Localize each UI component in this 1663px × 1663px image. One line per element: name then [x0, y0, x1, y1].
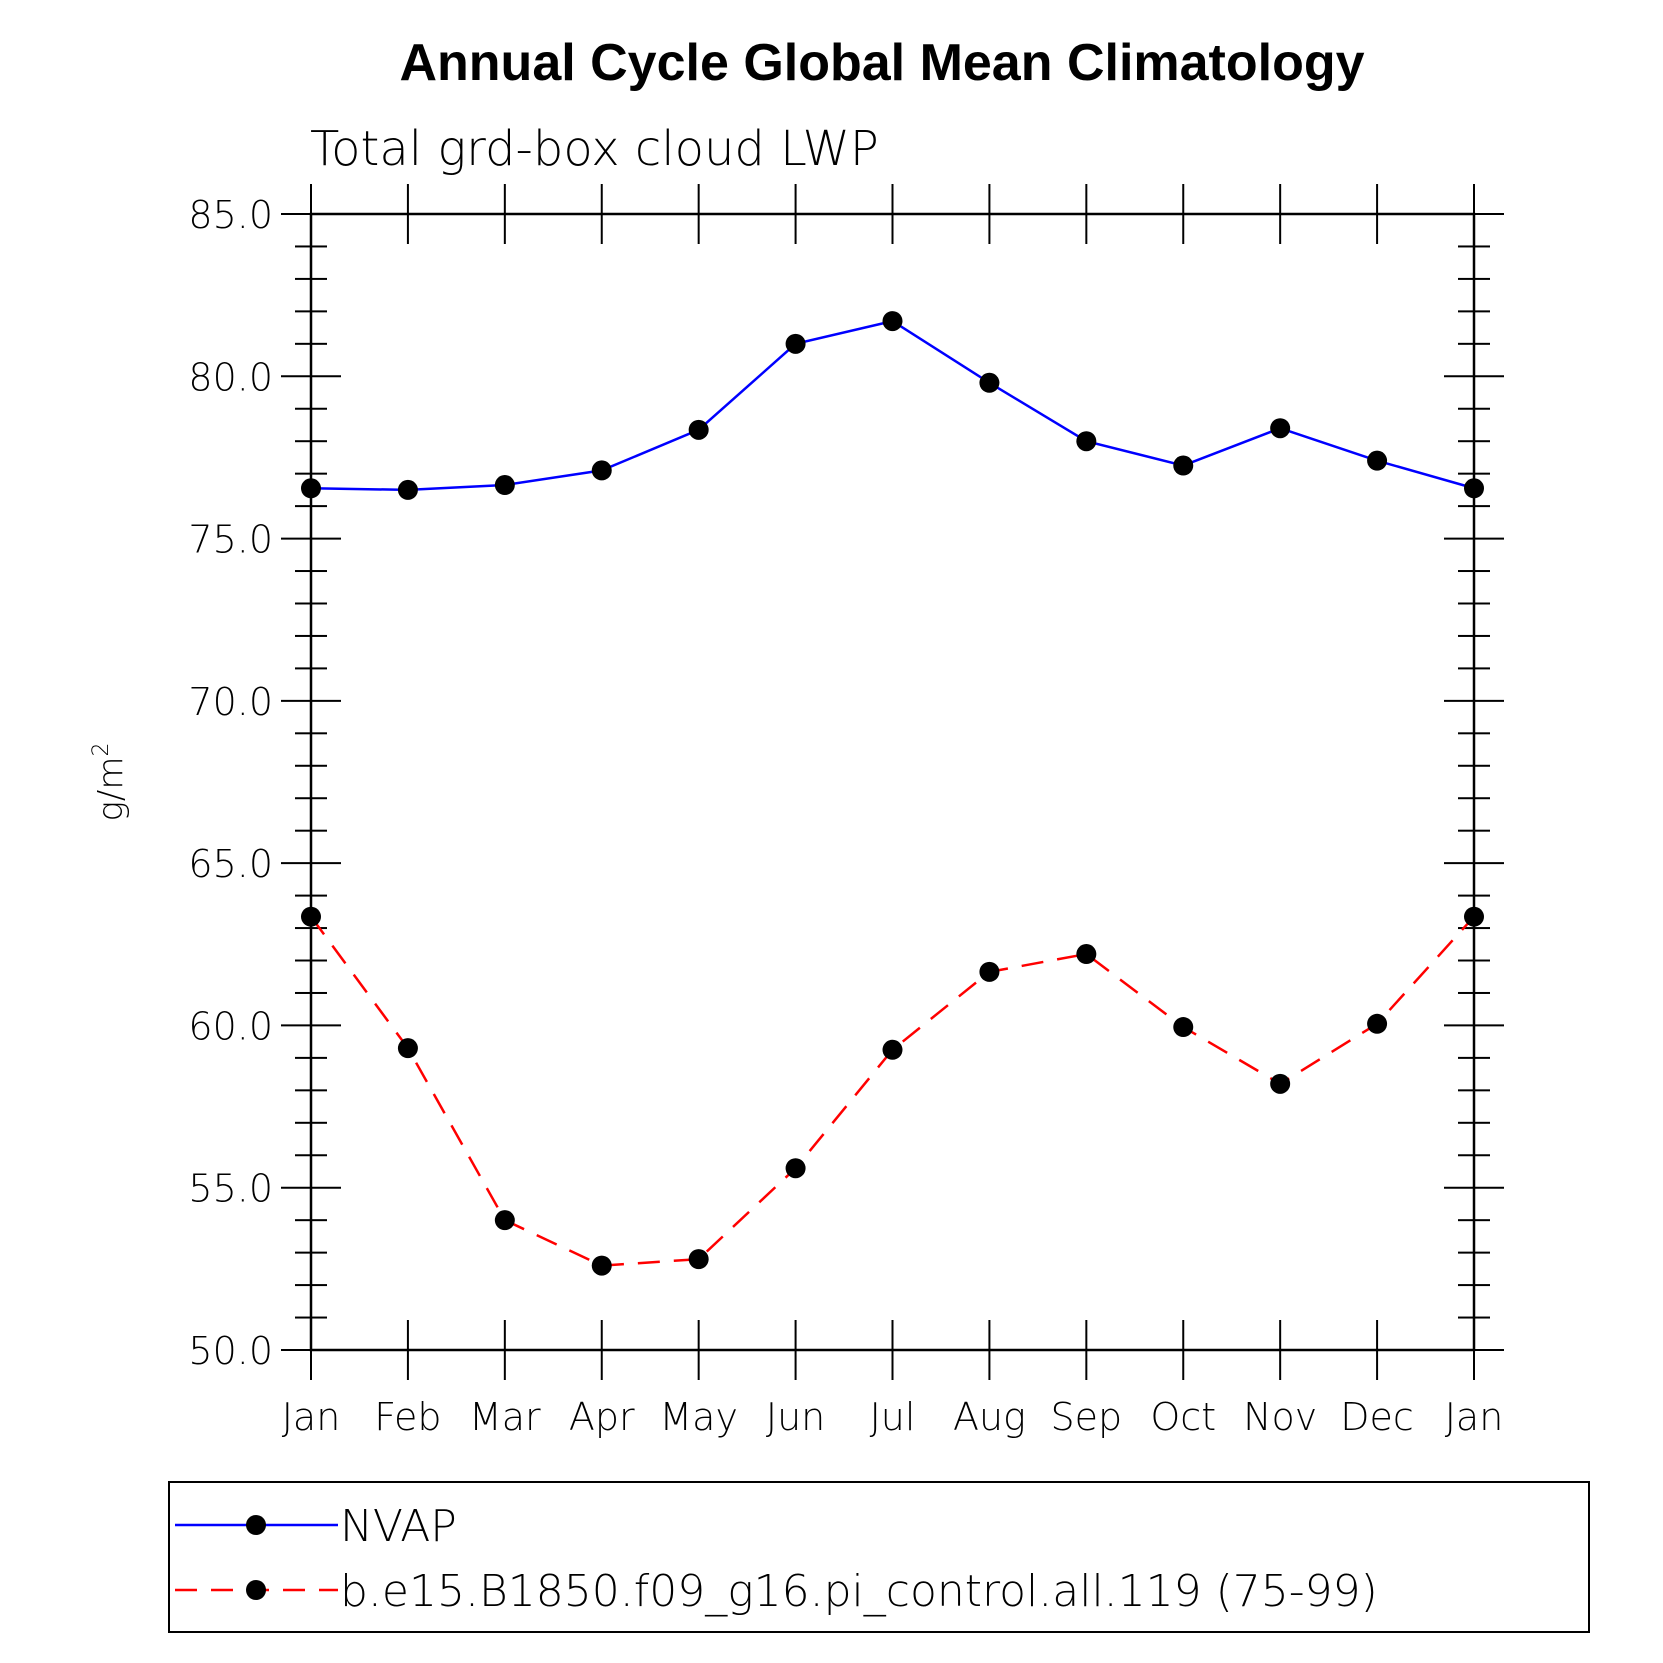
x-tick-label: Jan: [282, 1395, 341, 1439]
x-tick-label: Feb: [374, 1395, 441, 1439]
data-point: [1464, 906, 1484, 927]
legend-box: [168, 1481, 1590, 1633]
data-point: [785, 1158, 806, 1179]
plot-frame: [309, 212, 1476, 1352]
y-tick-label: 50.0: [188, 1329, 273, 1373]
data-point: [688, 419, 709, 440]
x-tick-label: Nov: [1243, 1395, 1317, 1439]
y-tick-label: 55.0: [188, 1167, 273, 1211]
legend-label: NVAP: [340, 1501, 457, 1552]
y-tick-label: 75.0: [188, 518, 273, 562]
legend-marker: [246, 1580, 266, 1600]
data-point: [591, 460, 612, 481]
data-point: [979, 961, 1000, 982]
data-point: [397, 479, 418, 500]
data-point: [494, 475, 515, 496]
x-tick-label: Sep: [1051, 1395, 1123, 1439]
y-tick-label: 70.0: [188, 680, 273, 724]
data-point: [1270, 1073, 1291, 1094]
y-tick-label: 85.0: [188, 193, 273, 237]
plot-area: [309, 212, 1476, 1352]
data-point: [1367, 1013, 1388, 1034]
data-point: [1173, 1017, 1194, 1038]
data-point: [301, 906, 321, 927]
data-point: [1173, 455, 1194, 476]
data-point: [979, 372, 1000, 393]
x-tick-label: Apr: [569, 1395, 635, 1439]
data-point: [301, 478, 321, 499]
data-point: [494, 1210, 515, 1231]
x-tick-label: Mar: [469, 1395, 541, 1439]
data-point: [1076, 431, 1097, 452]
y-axis-label-superscript: 2: [89, 743, 114, 757]
legend-marker: [246, 1515, 266, 1535]
x-tick-label: Aug: [953, 1395, 1026, 1439]
chart-title: Annual Cycle Global Mean Climatology: [399, 34, 1364, 92]
x-tick-label: Jun: [766, 1395, 825, 1439]
x-tick-label: Jan: [1445, 1395, 1504, 1439]
y-axis-label-main: g/m: [91, 757, 131, 822]
x-tick-label: Jul: [870, 1395, 916, 1439]
data-point: [882, 1039, 903, 1060]
data-point: [591, 1255, 612, 1276]
x-tick-label: May: [659, 1395, 738, 1439]
legend: NVAP b.e15.B1850.f09_g16.pi_control.all.1…: [175, 1501, 1378, 1617]
data-point: [882, 311, 903, 332]
y-tick-label: 60.0: [188, 1004, 273, 1048]
data-point: [1076, 944, 1097, 965]
data-point: [785, 333, 806, 354]
chart-subtitle: Total grd-box cloud LWP: [310, 121, 879, 177]
axes: 50.0 55.0 60.0 65.0 70.0 75.0 80.0 85.0 Jan Feb Ma…: [188, 184, 1504, 1439]
y-tick-label: 80.0: [188, 355, 273, 399]
series-line-model: [309, 915, 1475, 1267]
y-tick-label: 65.0: [188, 842, 273, 886]
series-line-nvap: [310, 319, 1475, 492]
data-point: [1464, 478, 1484, 499]
x-tick-label: Oct: [1150, 1395, 1216, 1439]
series-layer: [301, 311, 1484, 1276]
x-tick-label: Dec: [1340, 1395, 1414, 1439]
legend-label: b.e15.B1850.f09_g16.pi_control.all.119 (…: [340, 1566, 1378, 1617]
data-point: [688, 1249, 709, 1270]
data-point: [397, 1038, 418, 1059]
data-point: [1367, 450, 1388, 471]
data-point: [1270, 418, 1291, 439]
y-axis-label: g/m2: [89, 743, 131, 822]
